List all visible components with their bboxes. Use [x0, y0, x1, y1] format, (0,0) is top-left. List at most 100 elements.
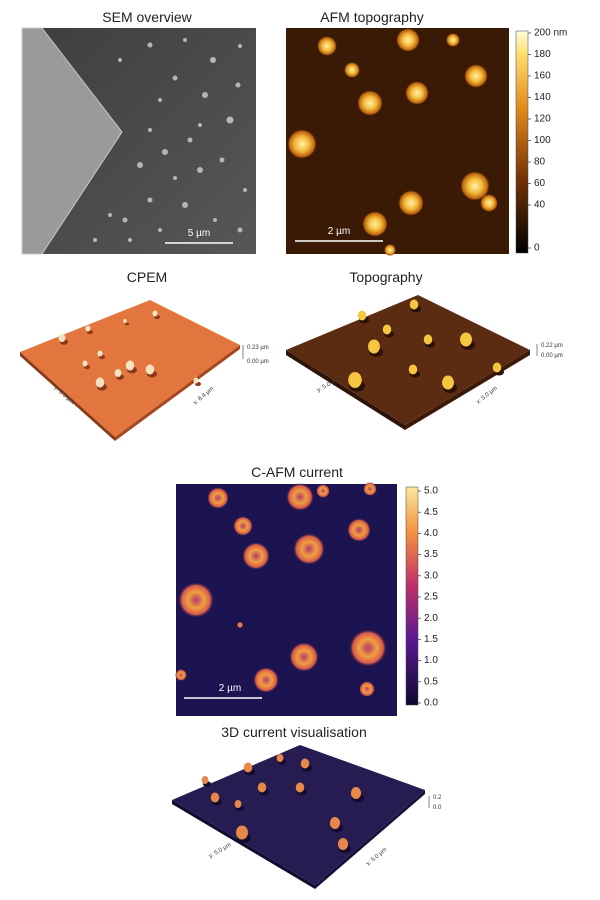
bump [300, 758, 310, 769]
particle [396, 28, 420, 52]
particle [197, 167, 203, 173]
particle [464, 64, 488, 88]
particle [213, 218, 217, 222]
y-axis-label: y: 5.0 µm [208, 842, 232, 860]
particle [317, 36, 337, 56]
current-surface [172, 745, 425, 885]
particle [398, 190, 424, 216]
particle [108, 213, 112, 217]
x-axis-label: x: 8.4 µm [192, 386, 215, 407]
panel-title: 3D current visualisation [221, 724, 367, 740]
particle [289, 642, 319, 672]
colorbar-tick-label: 2.5 [424, 592, 438, 603]
scale-bar-label: 5 µm [188, 228, 210, 239]
panel-title: AFM topography [320, 9, 424, 25]
bump [368, 339, 380, 354]
bump [382, 324, 392, 335]
particle [137, 162, 143, 168]
colorbar-ticks: 0 40 60 80 100 120 140 160 180 200 nm 0.0 0.5 1.0 1.5… [418, 28, 567, 709]
particle [363, 482, 377, 496]
sem-flake [21, 27, 123, 255]
panel-title: SEM overview [102, 9, 192, 25]
bump [423, 334, 433, 345]
topography-bumps [348, 299, 504, 393]
particle [207, 487, 229, 509]
particle [242, 542, 270, 570]
particle [357, 90, 383, 116]
particle [237, 227, 243, 233]
colorbar-tick-label: 4.5 [424, 507, 438, 518]
bump [408, 364, 418, 375]
particle [173, 176, 177, 180]
bump [409, 299, 419, 310]
bump [442, 375, 454, 390]
colorbar-tick-label: 1.5 [424, 634, 438, 645]
particle [128, 238, 132, 242]
surface-side [172, 800, 315, 889]
particle [147, 42, 153, 48]
particle [172, 75, 178, 81]
z-min-label: 0.00 µm [247, 359, 269, 365]
z-min-label: 0.00 µm [541, 353, 563, 359]
particle [147, 197, 153, 203]
afm-image [286, 28, 509, 254]
particle [182, 202, 188, 208]
colorbar-tick-label: 180 [534, 49, 551, 60]
particle [344, 62, 360, 78]
colorbar-tick-label: 4.0 [424, 528, 438, 539]
particle [183, 38, 187, 42]
particle [316, 484, 330, 498]
colorbar [405, 486, 419, 706]
z-min-label: 0.0 [433, 805, 442, 811]
colorbar-tick-label: 140 [534, 92, 551, 103]
bump [257, 782, 267, 793]
sem-particles [93, 38, 247, 242]
bump [201, 776, 209, 784]
particle [210, 57, 216, 63]
colorbar-tick-label: 60 [534, 178, 546, 189]
particle [158, 228, 162, 232]
bump [350, 787, 362, 799]
particle [148, 128, 152, 132]
colorbar-tick-label: 40 [534, 200, 546, 211]
particle [175, 669, 187, 681]
bump [85, 325, 91, 332]
particle [178, 582, 214, 618]
particle [237, 622, 243, 628]
bump [82, 360, 88, 367]
particle [446, 33, 460, 47]
particle [198, 123, 202, 127]
particle [243, 188, 247, 192]
bump [95, 377, 105, 388]
particle [118, 58, 122, 62]
colorbar-tick-label: 200 nm [534, 28, 567, 39]
z-max-label: 0.2 [433, 795, 442, 801]
colorbar-tick-label: 2.0 [424, 613, 438, 624]
colorbar-tick-label: 0.5 [424, 676, 438, 687]
panel-title: C-AFM current [251, 464, 343, 480]
bump [125, 360, 135, 371]
particle [480, 194, 498, 212]
colorbar-tick-label: 1.0 [424, 655, 438, 666]
particle [219, 157, 225, 163]
colorbar-tick-label: 0 [534, 243, 540, 254]
colorbar-tick-label: 80 [534, 157, 546, 168]
surface-side [115, 345, 240, 441]
bump [114, 369, 122, 377]
cafm-particles [175, 482, 387, 697]
particle [238, 44, 242, 48]
particle [349, 629, 387, 667]
cpem-bumps [58, 310, 201, 391]
particle [122, 217, 128, 223]
particle [202, 92, 208, 98]
colorbar-tick-label: 3.5 [424, 549, 438, 560]
particle [347, 518, 371, 542]
bump [492, 362, 502, 373]
scale-bar-label: 2 µm [219, 683, 241, 694]
colorbar-tick-label: 5.0 [424, 486, 438, 497]
particle [235, 82, 241, 88]
particle [253, 667, 279, 693]
colorbar-tick-label: 160 [534, 71, 551, 82]
z-max-label: 0.23 µm [247, 345, 269, 351]
